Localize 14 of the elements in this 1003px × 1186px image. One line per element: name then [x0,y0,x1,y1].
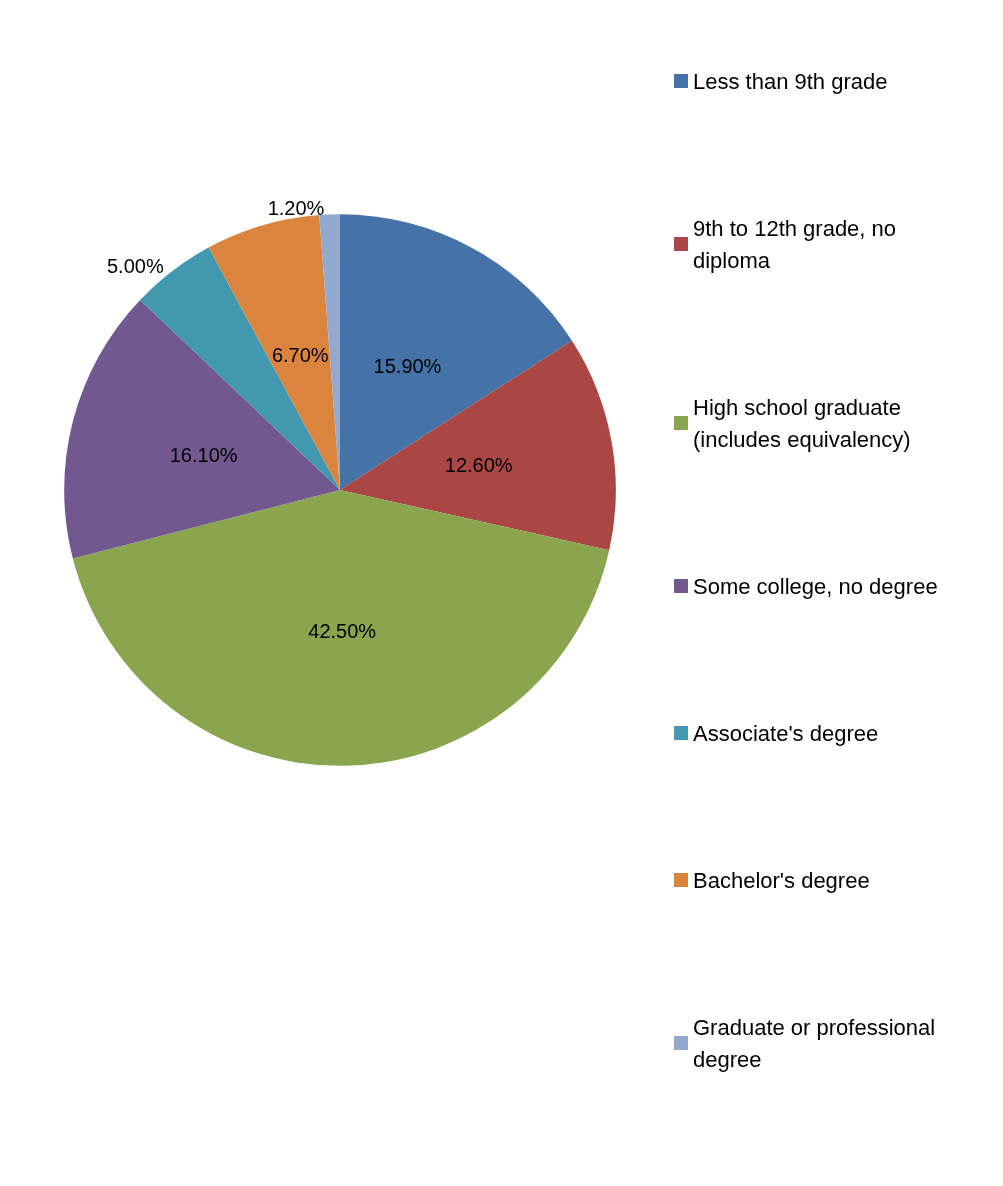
legend-label: Less than 9th grade [693,68,888,94]
legend-label: 9th to 12th grade, no diploma [693,215,903,273]
data-label: 42.50% [308,619,377,642]
data-label: 15.90% [373,355,442,378]
legend-label: Bachelor's degree [693,867,870,893]
legend-label: High school graduate (includes equivalency) [693,394,911,452]
legend-label: Associate's degree [693,720,879,746]
data-label: 12.60% [444,454,513,477]
legend-label: Graduate or professional degree [693,1014,942,1072]
data-label: 16.10% [169,443,238,466]
data-label: 6.70% [271,343,329,366]
data-label: 5.00% [106,255,164,278]
data-label: 1.20% [267,197,325,220]
legend-label: Some college, no degree [693,573,938,599]
